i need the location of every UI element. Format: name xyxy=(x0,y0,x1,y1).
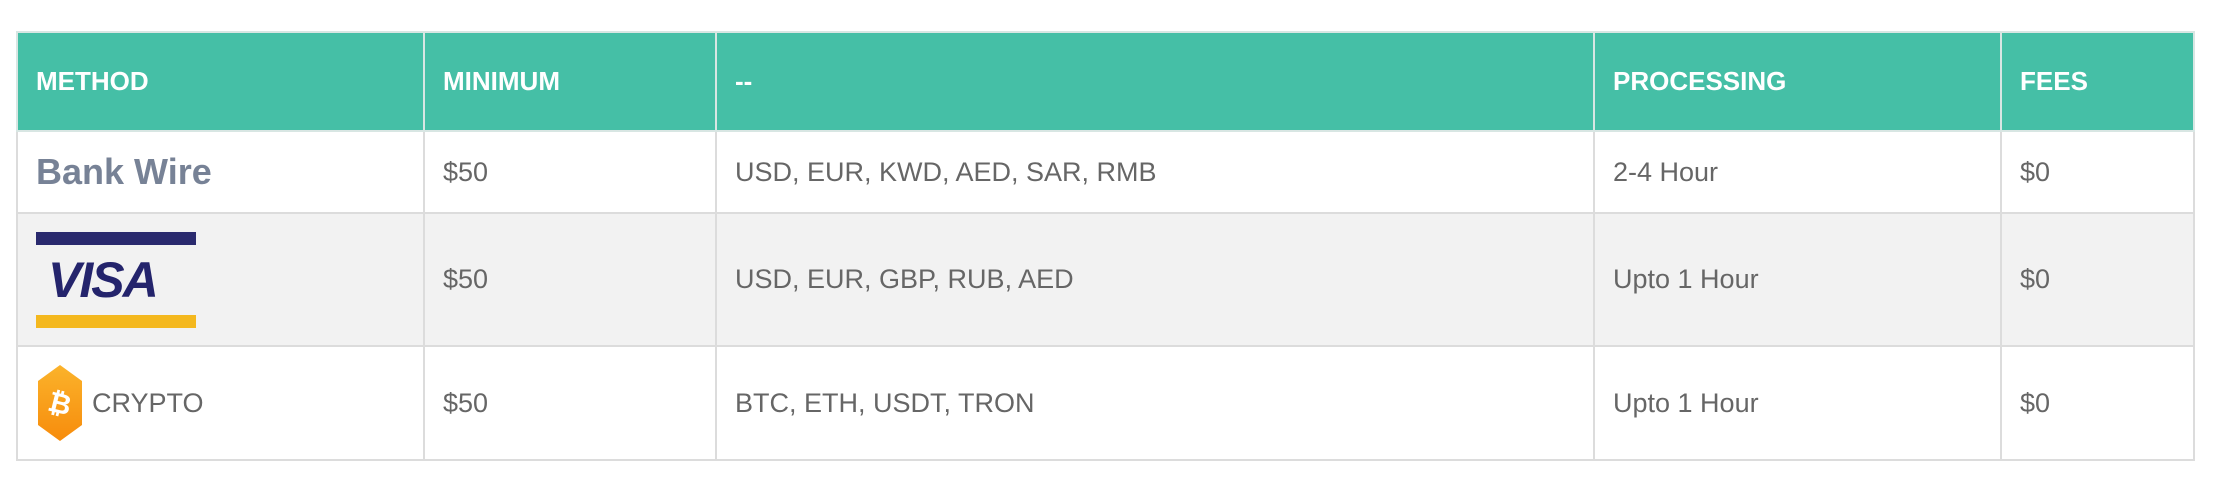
payment-methods-table: METHOD MINIMUM -- PROCESSING FEES Bank W… xyxy=(16,31,2195,461)
table-row: VISA $50 USD, EUR, GBP, RUB, AED Upto 1 … xyxy=(16,212,2195,347)
method-cell: Bank Wire xyxy=(16,130,425,214)
processing-cell: Upto 1 Hour xyxy=(1593,345,2002,461)
method-cell: VISA xyxy=(16,212,425,347)
header-minimum: MINIMUM xyxy=(423,31,717,132)
header-processing: PROCESSING xyxy=(1593,31,2002,132)
fees-cell: $0 xyxy=(2000,130,2195,214)
currencies-cell: USD, EUR, GBP, RUB, AED xyxy=(715,212,1595,347)
minimum-cell: $50 xyxy=(423,130,717,214)
bank-wire-logo: Bank Wire xyxy=(36,151,212,192)
currencies-cell: USD, EUR, KWD, AED, SAR, RMB xyxy=(715,130,1595,214)
minimum-cell: $50 xyxy=(423,212,717,347)
minimum-cell: $50 xyxy=(423,345,717,461)
header-method: METHOD xyxy=(16,31,425,132)
fees-cell: $0 xyxy=(2000,345,2195,461)
fees-cell: $0 xyxy=(2000,212,2195,347)
table-row: Bank Wire $50 USD, EUR, KWD, AED, SAR, R… xyxy=(16,130,2195,214)
method-cell: ₿ CRYPTO xyxy=(16,345,425,461)
header-currencies: -- xyxy=(715,31,1595,132)
table-row: ₿ CRYPTO $50 BTC, ETH, USDT, TRON Upto 1… xyxy=(16,345,2195,461)
processing-cell: 2-4 Hour xyxy=(1593,130,2002,214)
crypto-label: CRYPTO xyxy=(92,387,204,418)
visa-logo: VISA xyxy=(36,231,196,328)
bitcoin-icon: ₿ xyxy=(38,365,82,441)
table-header-row: METHOD MINIMUM -- PROCESSING FEES xyxy=(16,31,2195,132)
currencies-cell: BTC, ETH, USDT, TRON xyxy=(715,345,1595,461)
processing-cell: Upto 1 Hour xyxy=(1593,212,2002,347)
header-fees: FEES xyxy=(2000,31,2195,132)
